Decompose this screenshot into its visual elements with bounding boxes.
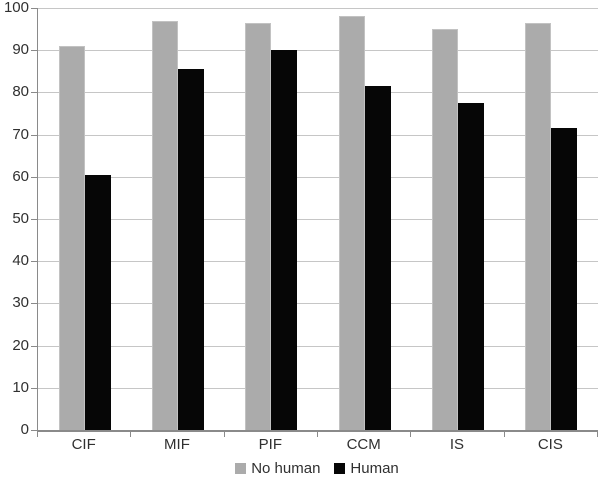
bar-no-human-ccm: [338, 16, 365, 430]
y-tick-mark: [31, 134, 37, 136]
y-tick-mark: [31, 387, 37, 389]
y-tick-label-20: 20: [12, 336, 29, 354]
legend-item-no-human: No human: [235, 460, 320, 477]
x-category-label-mif: MIF: [164, 436, 190, 453]
gridline-70: [38, 134, 598, 136]
gridline-100: [38, 8, 598, 9]
x-tick-mark: [410, 432, 412, 437]
bar-no-human-pif: [245, 22, 272, 430]
legend-label-no-human: No human: [251, 459, 321, 477]
bar-human-cif: [84, 174, 111, 430]
y-tick-label-50: 50: [12, 210, 29, 227]
y-tick-mark: [31, 345, 37, 347]
y-tick-label-90: 90: [12, 41, 29, 59]
bar-human-is: [458, 102, 484, 430]
x-tick-mark: [130, 432, 132, 437]
legend-label-human: Human: [350, 459, 399, 477]
y-tick-mark: [31, 219, 37, 220]
y-tick-mark: [31, 176, 37, 178]
bar-no-human-mif: [152, 20, 178, 430]
bar-human-pif: [271, 50, 298, 430]
x-tick-mark: [503, 432, 505, 437]
legend-swatch-no-human: [235, 462, 247, 474]
y-tick-mark: [31, 430, 37, 431]
y-tick-label-70: 70: [12, 125, 29, 143]
gridline-60: [38, 176, 598, 178]
y-tick-label-60: 60: [12, 167, 29, 185]
x-category-label-cif: CIF: [71, 436, 96, 453]
gridline-10: [38, 387, 598, 389]
x-tick-mark: [37, 432, 38, 437]
gridline-40: [38, 261, 598, 263]
y-tick-label-80: 80: [12, 83, 29, 101]
bar-human-mif: [178, 69, 204, 430]
y-tick-label-10: 10: [12, 378, 29, 396]
x-tick-mark: [317, 432, 318, 437]
y-tick-mark: [31, 92, 37, 94]
gridline-50: [38, 219, 598, 220]
plot-area: [37, 8, 598, 432]
x-tick-mark: [223, 432, 225, 437]
legend-item-human: Human: [334, 459, 399, 477]
y-tick-mark: [31, 303, 37, 305]
bar-human-cis: [551, 128, 578, 430]
y-tick-label-100: 100: [3, 0, 29, 16]
legend-swatch-human: [334, 462, 346, 474]
bar-no-human-cif: [58, 46, 85, 430]
x-category-label-ccm: CCM: [346, 436, 381, 453]
gridline-30: [38, 303, 598, 305]
bar-human-ccm: [364, 86, 391, 430]
bar-no-human-is: [432, 29, 458, 430]
y-tick-label-40: 40: [12, 252, 29, 270]
x-category-label-pif: PIF: [258, 436, 282, 453]
y-tick-mark: [31, 8, 37, 9]
y-tick-mark: [31, 50, 37, 52]
legend: No human Human: [37, 459, 597, 477]
gridline-80: [38, 92, 598, 94]
gridline-90: [38, 50, 598, 52]
y-tick-label-30: 30: [12, 294, 29, 312]
x-tick-mark: [597, 432, 598, 437]
y-tick-mark: [31, 261, 37, 263]
gridline-20: [38, 345, 598, 347]
x-category-label-is: IS: [449, 436, 465, 453]
x-category-label-cis: CIS: [537, 436, 563, 453]
bar-no-human-cis: [525, 22, 552, 430]
y-tick-label-0: 0: [20, 421, 29, 438]
